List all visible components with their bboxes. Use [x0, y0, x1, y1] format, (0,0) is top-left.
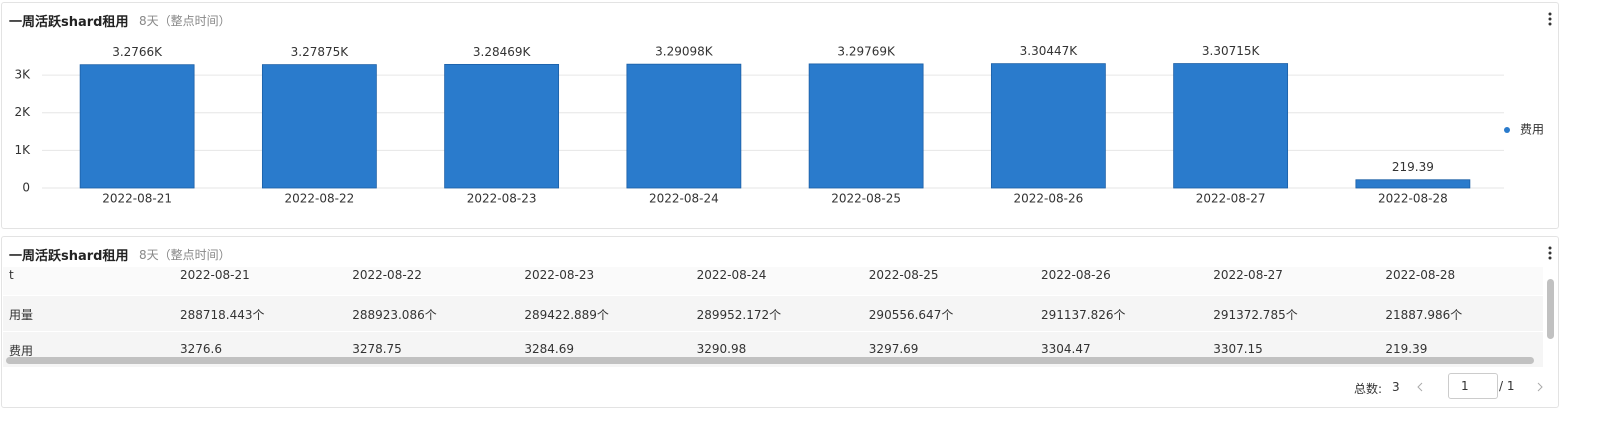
legend-label: 费用 — [1520, 123, 1544, 137]
header-cell: 2022-08-25 — [868, 268, 939, 282]
x-tick-label: 2022-08-27 — [1196, 192, 1266, 206]
panel-subtitle: 8天（整点时间） — [139, 248, 231, 262]
header-cell: t — [9, 268, 14, 282]
table-cell: 289952.172个 — [696, 308, 782, 322]
x-tick-label: 2022-08-28 — [1378, 192, 1448, 206]
y-tick-label: 0 — [22, 181, 30, 195]
table-panel: 一周活跃shard租用 8天（整点时间） t 2022-08-21 2022-08-… — [1, 236, 1559, 408]
h-scrollbar[interactable] — [6, 357, 1534, 364]
header-cell: 2022-08-21 — [180, 268, 250, 282]
next-page[interactable] — [1536, 382, 1544, 392]
value-label: 3.29098K — [655, 45, 714, 59]
table-cell: 291372.785个 — [1213, 308, 1298, 322]
x-tick-label: 2022-08-25 — [831, 192, 901, 206]
bar — [1173, 63, 1289, 189]
header-cell: 2022-08-24 — [696, 268, 767, 282]
table-cell: 用量 — [9, 308, 34, 322]
table-cell: 3304.47 — [1041, 342, 1091, 356]
table-cell: 289422.889个 — [524, 308, 609, 322]
bar — [626, 63, 742, 189]
y-tick-label: 1K — [14, 143, 31, 157]
v-scrollbar[interactable] — [1547, 279, 1554, 339]
panel-title: 一周活跃shard租用 — [9, 15, 129, 30]
chart-panel: 一周活跃shard租用 8天（整点时间） — [1, 2, 1559, 229]
page-number: 1 — [1461, 379, 1469, 393]
table-row: 用量 288718.443个 288923.086个 289422.889个 28995… — [3, 295, 1543, 332]
table-cell: 291137.826个 — [1041, 308, 1126, 322]
header-cell: 2022-08-28 — [1385, 268, 1456, 282]
table-cell: 3307.15 — [1213, 342, 1263, 356]
page-count: / 1 — [1499, 379, 1515, 393]
table-cell: 费用 — [9, 344, 34, 358]
value-label: 3.30715K — [1202, 44, 1261, 58]
value-label: 3.27875K — [291, 45, 350, 59]
table-cell: 290556.647个 — [868, 308, 954, 322]
table-cell: 3297.69 — [868, 342, 919, 356]
prev-page[interactable] — [1416, 382, 1424, 392]
page-input[interactable]: 1 — [1448, 373, 1498, 399]
table-cell: 3284.69 — [524, 342, 575, 356]
table-cell: 3290.98 — [696, 342, 747, 356]
table-cell: 3276.6 — [180, 342, 222, 356]
panel-subtitle: 8天（整点时间） — [139, 14, 231, 28]
value-label: 3.29769K — [837, 44, 896, 58]
bar — [1355, 179, 1471, 189]
bar — [444, 63, 560, 189]
x-tick-label: 2022-08-21 — [102, 192, 172, 206]
menu-icon[interactable] — [1548, 12, 1552, 26]
header-cell: 2022-08-27 — [1213, 268, 1283, 282]
y-tick-label: 3K — [14, 68, 31, 82]
value-label: 3.28469K — [473, 45, 532, 59]
bar — [261, 64, 377, 189]
y-tick-label: 2K — [14, 105, 31, 119]
header-cell: 2022-08-26 — [1041, 268, 1111, 282]
header-cell: 2022-08-22 — [352, 268, 422, 282]
bar — [79, 64, 195, 189]
menu-icon[interactable] — [1548, 246, 1552, 260]
total-label: 总数: — [1354, 382, 1383, 396]
table-cell: 21887.986个 — [1385, 308, 1463, 322]
value-label: 3.30447K — [1020, 44, 1079, 58]
x-tick-label: 2022-08-22 — [285, 192, 355, 206]
legend-marker — [1504, 127, 1510, 133]
chart: 0 1K 2K 3K 3.2766K 3.27875K 3.28469K 3.29098K 3.… — [14, 44, 1544, 206]
table-cell: 288923.086个 — [352, 308, 437, 322]
x-tick-label: 2022-08-24 — [649, 192, 719, 206]
value-label: 219.39 — [1392, 160, 1434, 174]
table: t 2022-08-21 2022-08-22 2022-08-23 2022-08-2… — [2, 267, 1558, 367]
panel-title: 一周活跃shard租用 — [9, 249, 129, 264]
header-cell: 2022-08-23 — [524, 268, 595, 282]
table-cell: 3278.75 — [352, 342, 402, 356]
x-tick-label: 2022-08-23 — [467, 192, 537, 206]
table-header-row: t 2022-08-21 2022-08-22 2022-08-23 2022-08-2… — [3, 267, 1543, 295]
x-tick-label: 2022-08-26 — [1014, 192, 1084, 206]
bar — [808, 63, 924, 189]
total: 3 — [1392, 380, 1400, 394]
bar — [990, 63, 1106, 189]
value-label: 3.2766K — [112, 45, 163, 59]
table-cell: 219.39 — [1385, 342, 1428, 356]
table-cell: 288718.443个 — [180, 308, 265, 322]
